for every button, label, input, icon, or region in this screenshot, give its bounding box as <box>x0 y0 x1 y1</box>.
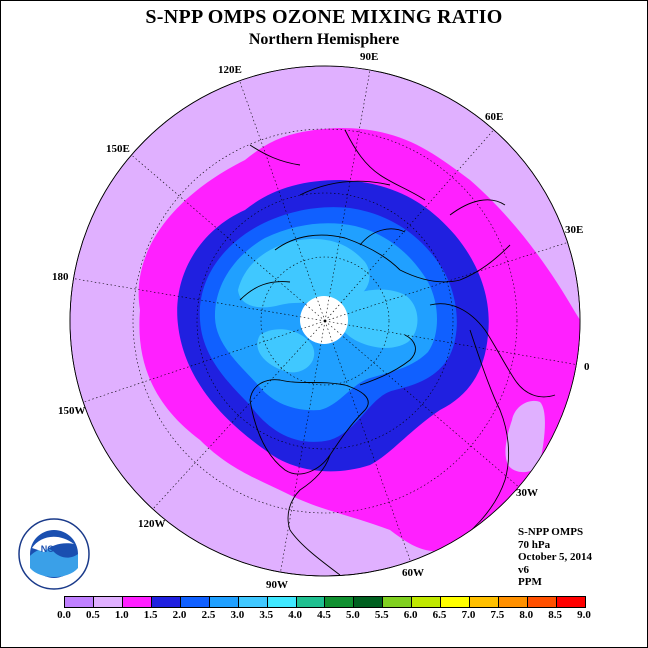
lon-label-90w: 90W <box>266 579 288 591</box>
colorbar-tick-label: 5.0 <box>346 609 360 621</box>
lon-label-180: 180 <box>52 271 69 283</box>
contour-patch-east <box>505 400 545 473</box>
lon-label-60w: 60W <box>402 567 424 579</box>
colorbar-segment <box>354 597 384 607</box>
colorbar-segment <box>441 597 471 607</box>
colorbar-tick-label: 6.5 <box>432 609 447 621</box>
colorbar-tick-label: 2.0 <box>172 609 187 621</box>
colorbar-tick-label: 3.5 <box>259 609 274 621</box>
lon-label-0: 0 <box>584 361 590 373</box>
colorbar-tick-label: 4.0 <box>288 609 302 621</box>
colorbar-tick-label: 2.5 <box>201 609 216 621</box>
colorbar-tick-label: 7.5 <box>490 609 505 621</box>
colorbar-tick-label: 0.0 <box>57 609 71 621</box>
colorbar-segment <box>325 597 355 607</box>
colorbar-tick-label: 7.0 <box>461 609 476 621</box>
colorbar-segment <box>180 597 210 607</box>
lon-label-150w: 150W <box>58 405 86 417</box>
lon-label-60e: 60E <box>485 111 503 123</box>
noaa-logo-text: NOAA <box>41 544 68 554</box>
colorbar-segment <box>470 597 500 607</box>
lon-label-30e: 30E <box>565 224 583 236</box>
colorbar-tick-label: 1.0 <box>114 609 129 621</box>
colorbar-tick-label: 3.0 <box>230 609 245 621</box>
colorbar-segment <box>383 597 413 607</box>
colorbar-segment <box>267 597 297 607</box>
colorbar-tick-label: 5.5 <box>374 609 389 621</box>
longitude-grid <box>70 69 580 576</box>
page-subtitle: Northern Hemisphere <box>248 31 400 48</box>
colorbar-tick-label: 9.0 <box>577 609 591 621</box>
colorbar-ticks: 0.0 0.5 1.0 1.5 2.0 2.5 3.0 3.5 4.0 4.5 5.0 5.5 6.0 6… <box>57 609 591 623</box>
lon-label-90e: 90E <box>360 51 378 63</box>
colorbar-segment <box>528 597 557 607</box>
lon-label-120e: 120E <box>218 64 242 76</box>
colorbar-segment <box>296 597 326 607</box>
coastlines <box>239 129 556 576</box>
colorbar-segment <box>93 597 123 607</box>
colorbar-segment <box>209 597 239 607</box>
page-title: S-NPP OMPS OZONE MIXING RATIO <box>145 6 503 28</box>
colorbar-tick-label: 8.5 <box>548 609 562 621</box>
colorbar-segment <box>151 597 181 607</box>
latitude-grid <box>132 128 518 514</box>
info-date: October 5, 2014 <box>518 551 593 563</box>
info-block: S-NPP OMPS 70 hPa October 5, 2014 v6 PPM <box>518 526 592 589</box>
info-units: PPM <box>518 576 542 588</box>
colorbar-segment <box>412 597 442 607</box>
info-version: v6 <box>518 563 529 576</box>
colorbar-tick-label: 6.0 <box>403 609 418 621</box>
colorbar-segment <box>556 597 585 607</box>
lon-label-120w: 120W <box>138 518 166 530</box>
info-instrument: S-NPP OMPS <box>518 526 584 538</box>
colorbar-segment <box>65 597 94 607</box>
colorbar-segment <box>122 597 152 607</box>
colorbar-tick-label: 4.5 <box>317 609 331 621</box>
noaa-logo-icon: NOAA <box>18 518 90 590</box>
colorbar-segment <box>238 597 268 607</box>
lon-label-30w: 30W <box>516 487 538 499</box>
lon-label-150e: 150E <box>106 143 130 155</box>
contour-band-3-0-a <box>238 239 370 308</box>
colorbar-tick-label: 0.5 <box>86 609 100 621</box>
contour-band-3-0-c <box>257 329 315 373</box>
info-pressure: 70 hPa <box>518 538 551 551</box>
colorbar-tick-label: 1.5 <box>143 609 158 621</box>
colorbar-tick-label: 8.0 <box>519 609 534 621</box>
colorbar-segment <box>499 597 528 607</box>
colorbar <box>64 596 586 608</box>
